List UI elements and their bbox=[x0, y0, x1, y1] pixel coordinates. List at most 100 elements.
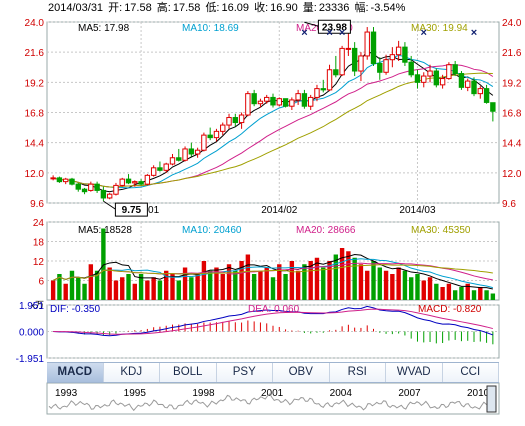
candle-body bbox=[50, 177, 56, 180]
candle-body bbox=[465, 80, 471, 88]
price-y-tick-right: 19.2 bbox=[502, 78, 522, 89]
candle-body bbox=[207, 134, 213, 139]
candle-body bbox=[106, 193, 113, 199]
price-y-tick: 24.0 bbox=[25, 18, 45, 29]
volume-bar bbox=[440, 287, 445, 300]
volume-bar bbox=[308, 261, 313, 300]
high-label: 高: bbox=[156, 2, 171, 14]
history-line bbox=[48, 393, 496, 412]
candle-body bbox=[414, 74, 421, 83]
tab-obv[interactable]: OBV bbox=[273, 363, 330, 382]
macd-dea-line bbox=[53, 308, 493, 335]
tab-rsi[interactable]: RSI bbox=[329, 363, 386, 382]
candle-body bbox=[471, 80, 477, 95]
volume-bar bbox=[396, 267, 401, 300]
volume-bar bbox=[138, 274, 144, 300]
volume-legend-item: MA30: 45350 bbox=[411, 225, 471, 236]
volume-bar bbox=[327, 261, 332, 300]
macd-y-tick: 0.000 bbox=[19, 328, 44, 339]
candle-body bbox=[421, 75, 427, 83]
volume-bar bbox=[132, 283, 138, 300]
candle-body bbox=[69, 178, 75, 185]
price-annotation-box bbox=[317, 19, 351, 34]
volume-bar bbox=[383, 270, 389, 300]
price-legend-item: MA10: 18.69 bbox=[182, 23, 239, 34]
candle-body bbox=[182, 148, 188, 161]
volume-bar bbox=[88, 264, 94, 300]
change-value: -3.54% bbox=[370, 2, 406, 14]
price-y-tick-right: 21.6 bbox=[502, 48, 522, 59]
volume-bar bbox=[76, 277, 81, 300]
price-ma10-line bbox=[52, 54, 494, 189]
volume-bar bbox=[195, 274, 200, 300]
volume-unit-label: x万 bbox=[30, 300, 44, 310]
candle-body bbox=[389, 54, 396, 61]
candle-body bbox=[157, 167, 163, 171]
volume-bar bbox=[107, 267, 112, 300]
volume-bar bbox=[264, 267, 269, 300]
candle-body bbox=[119, 178, 125, 186]
volume-y-tick: 18 bbox=[33, 238, 45, 249]
candle-body bbox=[439, 78, 446, 86]
candle-body bbox=[81, 188, 88, 193]
tab-macd[interactable]: MACD bbox=[47, 363, 104, 382]
volume-bar bbox=[415, 274, 420, 300]
candle-body bbox=[63, 178, 69, 183]
candle-body bbox=[201, 134, 207, 151]
price-x-label: 2014/02 bbox=[261, 205, 298, 216]
macd-y-tick: -1.951 bbox=[16, 354, 45, 365]
candle-body bbox=[238, 114, 245, 124]
volume-bar bbox=[82, 283, 87, 300]
volume-bar bbox=[233, 270, 238, 300]
close-label: 收: bbox=[254, 2, 269, 14]
price-legend-item: MA30: 19.94 bbox=[411, 23, 468, 34]
volume-bar bbox=[295, 270, 301, 300]
candle-body bbox=[364, 31, 370, 57]
candle-body bbox=[276, 98, 282, 106]
history-x-label: 1993 bbox=[55, 388, 78, 399]
candle-body bbox=[176, 157, 182, 161]
volume-bar bbox=[126, 274, 131, 300]
close-value: 16.90 bbox=[270, 2, 298, 14]
price-y-tick: 21.6 bbox=[25, 48, 45, 59]
volume-bar bbox=[490, 293, 496, 300]
volume-bar bbox=[452, 290, 458, 300]
history-x-label: 2010 bbox=[467, 388, 490, 399]
volume-bar bbox=[164, 270, 169, 300]
price-annotation-leader bbox=[304, 21, 319, 27]
volume-bar bbox=[465, 283, 470, 300]
volume-bar bbox=[283, 274, 288, 300]
low-value: 16.09 bbox=[221, 2, 250, 14]
price-y-tick: 12.0 bbox=[25, 169, 45, 180]
tab-wvad[interactable]: WVAD bbox=[386, 363, 443, 382]
candle-body bbox=[188, 148, 195, 155]
price-x-marker: × bbox=[326, 27, 332, 39]
candle-body bbox=[458, 73, 465, 88]
volume-bar bbox=[484, 290, 489, 300]
volume-bar bbox=[57, 274, 62, 300]
volume-bar bbox=[277, 264, 282, 300]
candle-body bbox=[326, 69, 333, 91]
candle-body bbox=[395, 46, 402, 56]
tab-boll[interactable]: BOLL bbox=[160, 363, 217, 382]
candle-body bbox=[94, 183, 100, 191]
volume-bar bbox=[69, 270, 75, 300]
candle-body bbox=[289, 99, 295, 107]
candle-body bbox=[270, 96, 276, 106]
candle-body bbox=[483, 88, 490, 103]
volume-bar bbox=[145, 280, 150, 300]
candle-body bbox=[408, 61, 414, 76]
tab-kdj[interactable]: KDJ bbox=[103, 363, 160, 382]
tab-cci[interactable]: CCI bbox=[442, 363, 499, 382]
volume-bar bbox=[251, 274, 257, 300]
macd-y-tick: 1.951 bbox=[19, 301, 44, 312]
price-y-tick-right: 24.0 bbox=[502, 18, 522, 29]
price-y-tick-right: 9.6 bbox=[502, 199, 516, 210]
price-y-tick: 9.6 bbox=[30, 199, 44, 210]
price-y-tick-right: 16.8 bbox=[502, 109, 522, 120]
tab-psy[interactable]: PSY bbox=[216, 363, 273, 382]
volume-legend-item: MA20: 28666 bbox=[296, 225, 356, 236]
volume-bar bbox=[390, 274, 395, 300]
macd-legend-item: DIF: -0.350 bbox=[50, 304, 100, 315]
